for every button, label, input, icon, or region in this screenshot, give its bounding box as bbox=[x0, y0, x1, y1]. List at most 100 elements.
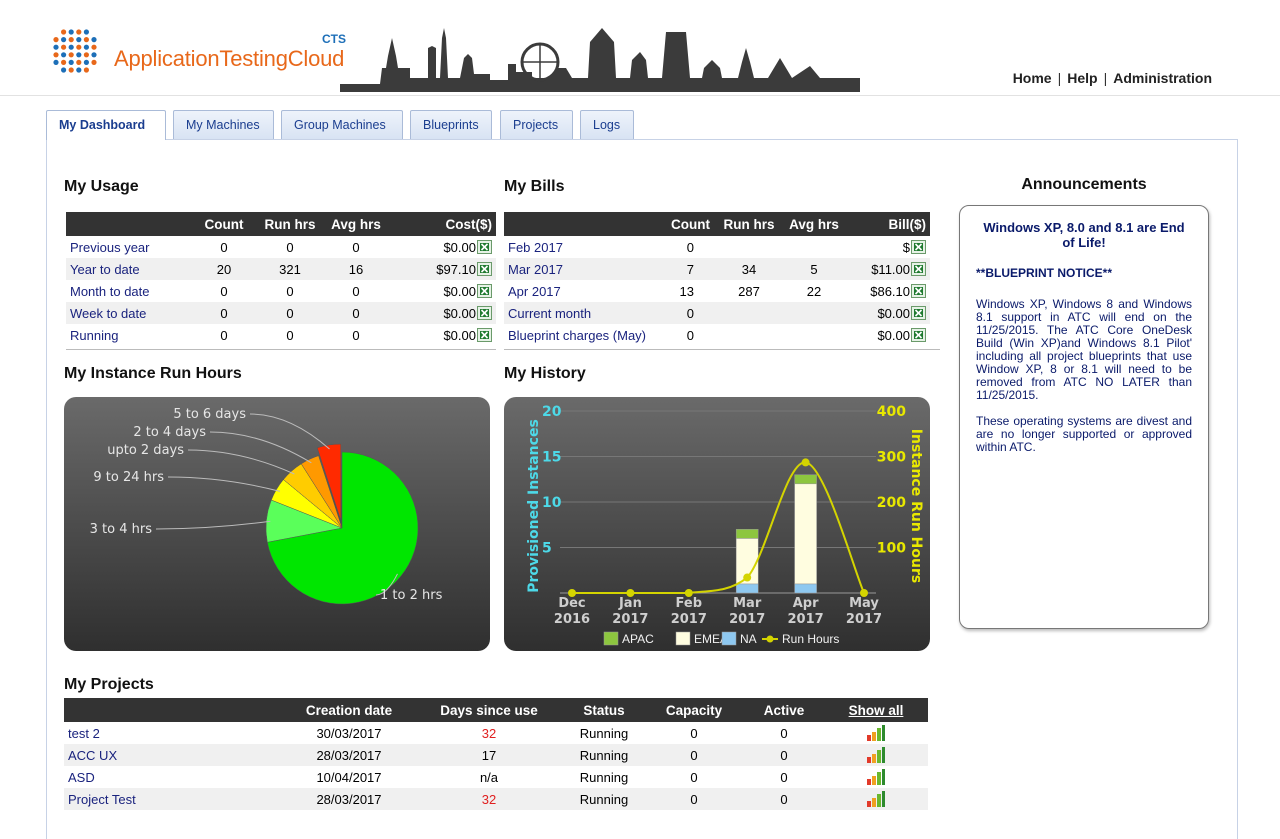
history-bar-segment[interactable] bbox=[794, 474, 817, 485]
project-creation-date: 28/03/2017 bbox=[284, 744, 414, 766]
activity-bars-icon[interactable] bbox=[866, 790, 886, 808]
tab-blueprints[interactable]: Blueprints bbox=[410, 110, 492, 139]
logo-dot bbox=[76, 29, 82, 35]
skyline-banner-icon bbox=[340, 28, 860, 92]
excel-export-icon[interactable] bbox=[477, 283, 492, 298]
top-navigation: Home | Help | Administration bbox=[1013, 70, 1212, 86]
project-row: ACC UX 28/03/2017 17 Running 0 0 bbox=[64, 744, 928, 766]
projects-header-days-since-use: Days since use bbox=[414, 698, 564, 722]
excel-export-icon[interactable] bbox=[477, 261, 492, 276]
logo-dot bbox=[61, 44, 67, 50]
activity-bars-icon[interactable] bbox=[866, 768, 886, 786]
history-bar-segment[interactable] bbox=[735, 529, 759, 539]
tab-group-machines[interactable]: Group Machines bbox=[281, 110, 403, 139]
project-name-link[interactable]: ACC UX bbox=[64, 744, 284, 766]
project-activity-cell bbox=[824, 722, 928, 744]
usage-cost: $97.10 bbox=[436, 261, 476, 277]
run-hours-point[interactable] bbox=[801, 458, 810, 467]
project-days-since-use: 32 bbox=[481, 725, 497, 741]
announcement-headline: Windows XP, 8.0 and 8.1 are End of Life! bbox=[983, 220, 1185, 250]
history-bar-segment[interactable] bbox=[735, 583, 759, 594]
x-tick-month: Dec bbox=[558, 596, 585, 611]
legend-label: APAC bbox=[622, 632, 654, 646]
legend-point-swatch bbox=[766, 635, 774, 643]
project-capacity: 0 bbox=[644, 788, 744, 810]
bills-row-label: Apr 2017 bbox=[508, 283, 561, 299]
usage-row-label: Month to date bbox=[70, 283, 150, 299]
project-active: 0 bbox=[780, 769, 788, 785]
y2-tick-label: 200 bbox=[877, 495, 906, 511]
bills-bill-cell: $0.00 bbox=[844, 324, 930, 346]
excel-export-icon[interactable] bbox=[911, 239, 926, 254]
bills-table: Count Run hrs Avg hrs Bill($) Feb 2017 0 $… bbox=[504, 212, 930, 346]
tab-projects[interactable]: Projects bbox=[500, 110, 573, 139]
history-title: My History bbox=[504, 365, 586, 382]
usage-title: My Usage bbox=[64, 178, 139, 195]
run-hours-point[interactable] bbox=[626, 589, 635, 597]
project-name-link[interactable]: ASD bbox=[68, 769, 95, 785]
excel-export-icon[interactable] bbox=[477, 239, 492, 254]
logo-dot bbox=[61, 52, 67, 58]
pie-slice[interactable] bbox=[267, 451, 419, 605]
bills-row-label: Feb 2017 bbox=[508, 239, 563, 255]
activity-bars-icon[interactable] bbox=[866, 746, 886, 764]
bills-avg-hrs bbox=[784, 302, 844, 324]
bills-run-hrs bbox=[714, 236, 784, 258]
nav-separator: | bbox=[1103, 70, 1108, 86]
excel-export-icon[interactable] bbox=[911, 261, 926, 276]
history-bar-segment[interactable] bbox=[794, 583, 817, 594]
run-hours-point[interactable] bbox=[568, 589, 576, 597]
usage-cost-cell: $0.00 bbox=[386, 302, 496, 324]
run-hours-point[interactable] bbox=[860, 589, 868, 597]
project-name-link[interactable]: Project Test bbox=[64, 788, 284, 810]
logo-dot bbox=[68, 67, 74, 73]
projects-header-creation-date: Creation date bbox=[284, 698, 414, 722]
bills-avg-hrs bbox=[784, 324, 844, 346]
run-hours-point[interactable] bbox=[684, 589, 693, 597]
excel-export-icon[interactable] bbox=[911, 283, 926, 298]
project-creation-date: 28/03/2017 bbox=[284, 788, 414, 810]
home-link[interactable]: Home bbox=[1012, 70, 1052, 86]
bills-bill-cell: $11.00 bbox=[844, 258, 930, 280]
y-tick-label: 15 bbox=[542, 450, 561, 466]
show-all-link[interactable]: Show all bbox=[824, 698, 928, 722]
pie-slice[interactable] bbox=[316, 443, 341, 521]
tab-my-dashboard[interactable]: My Dashboard bbox=[46, 110, 166, 140]
pie-slice-label: upto 2 days bbox=[107, 443, 184, 458]
project-creation-date: 30/03/2017 bbox=[316, 725, 382, 741]
help-link[interactable]: Help bbox=[1067, 70, 1098, 86]
legend-label: NA bbox=[740, 632, 757, 646]
announcements-panel: Windows XP, 8.0 and 8.1 are End of Life!… bbox=[959, 205, 1209, 629]
legend-label: Run Hours bbox=[782, 632, 839, 646]
header: ApplicationTestingCloud CTS Home | Help | Ad… bbox=[0, 0, 1280, 96]
usage-cost: $0.00 bbox=[443, 305, 476, 321]
project-row: ASD 10/04/2017 n/a Running 0 0 bbox=[64, 766, 928, 788]
run-hours-point[interactable] bbox=[743, 573, 752, 582]
project-name-link[interactable]: test 2 bbox=[68, 725, 100, 741]
excel-export-icon[interactable] bbox=[477, 327, 492, 342]
logo-dot bbox=[76, 37, 82, 43]
logo-dot bbox=[61, 59, 67, 65]
usage-row-label: Week to date bbox=[66, 302, 194, 324]
x-tick-year: 2016 bbox=[554, 612, 590, 627]
projects-header-active: Active bbox=[744, 698, 824, 722]
pie-slice[interactable] bbox=[300, 455, 343, 529]
usage-count: 0 bbox=[220, 239, 228, 255]
excel-export-icon[interactable] bbox=[477, 305, 492, 320]
history-bar-segment[interactable] bbox=[794, 483, 817, 585]
logo-dot bbox=[61, 29, 67, 35]
logo-dot bbox=[91, 52, 97, 58]
excel-export-icon[interactable] bbox=[911, 327, 926, 342]
tab-logs[interactable]: Logs bbox=[580, 110, 634, 139]
project-activity-cell bbox=[824, 766, 928, 788]
excel-export-icon[interactable] bbox=[911, 305, 926, 320]
activity-bars-icon[interactable] bbox=[866, 724, 886, 742]
usage-avg-hrs: 0 bbox=[352, 239, 360, 255]
content-frame bbox=[46, 139, 1238, 839]
usage-count: 0 bbox=[220, 283, 228, 299]
usage-count: 0 bbox=[194, 302, 254, 324]
logo-dot bbox=[68, 29, 74, 35]
administration-link[interactable]: Administration bbox=[1113, 70, 1212, 86]
tab-my-machines[interactable]: My Machines bbox=[173, 110, 274, 139]
usage-run-hrs: 0 bbox=[286, 283, 294, 299]
